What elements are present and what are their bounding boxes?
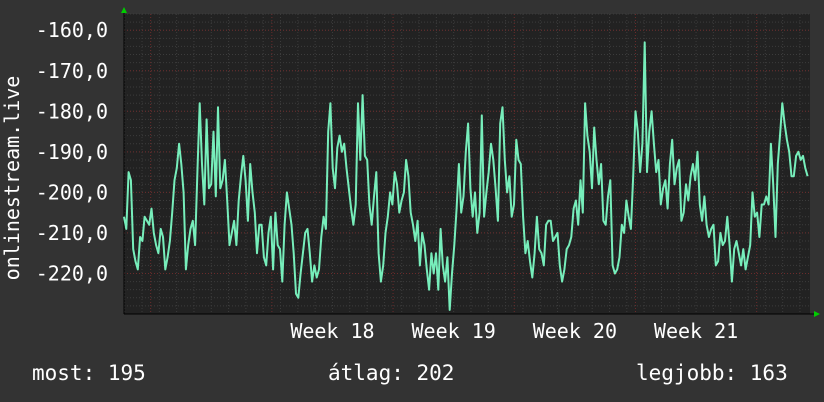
x-tick-label: Week 18 xyxy=(290,319,374,343)
x-tick-label: Week 20 xyxy=(533,319,617,343)
y-tick-label: -160,0 xyxy=(36,18,108,42)
axes xyxy=(121,7,820,317)
x-tick-labels: Week 18 Week 19 Week 20 Week 21 xyxy=(290,319,738,343)
y-axis-label: onlinestream.live xyxy=(0,76,24,281)
y-tick-label: -170,0 xyxy=(36,59,108,83)
x-axis-arrow xyxy=(814,311,820,317)
best-value: legjobb: 163 xyxy=(636,361,788,385)
plot-area xyxy=(124,14,810,314)
y-tick-labels: -160,0 -170,0 -180,0 -190,0 -200,0 -210,0 -220… xyxy=(36,18,108,285)
series-group xyxy=(123,41,809,311)
y-axis-arrow xyxy=(121,7,127,13)
y-tick-label: -200,0 xyxy=(36,180,108,204)
y-tick-label: -210,0 xyxy=(36,221,108,245)
series-line xyxy=(123,41,809,311)
major-grid xyxy=(124,14,810,314)
y-tick-label: -190,0 xyxy=(36,140,108,164)
current-value: most: 195 xyxy=(32,361,146,385)
y-tick-label: -180,0 xyxy=(36,99,108,123)
y-tick-label: -220,0 xyxy=(36,261,108,285)
x-tick-label: Week 19 xyxy=(412,319,496,343)
x-tick-label: Week 21 xyxy=(654,319,738,343)
average-value: átlag: 202 xyxy=(328,361,455,385)
